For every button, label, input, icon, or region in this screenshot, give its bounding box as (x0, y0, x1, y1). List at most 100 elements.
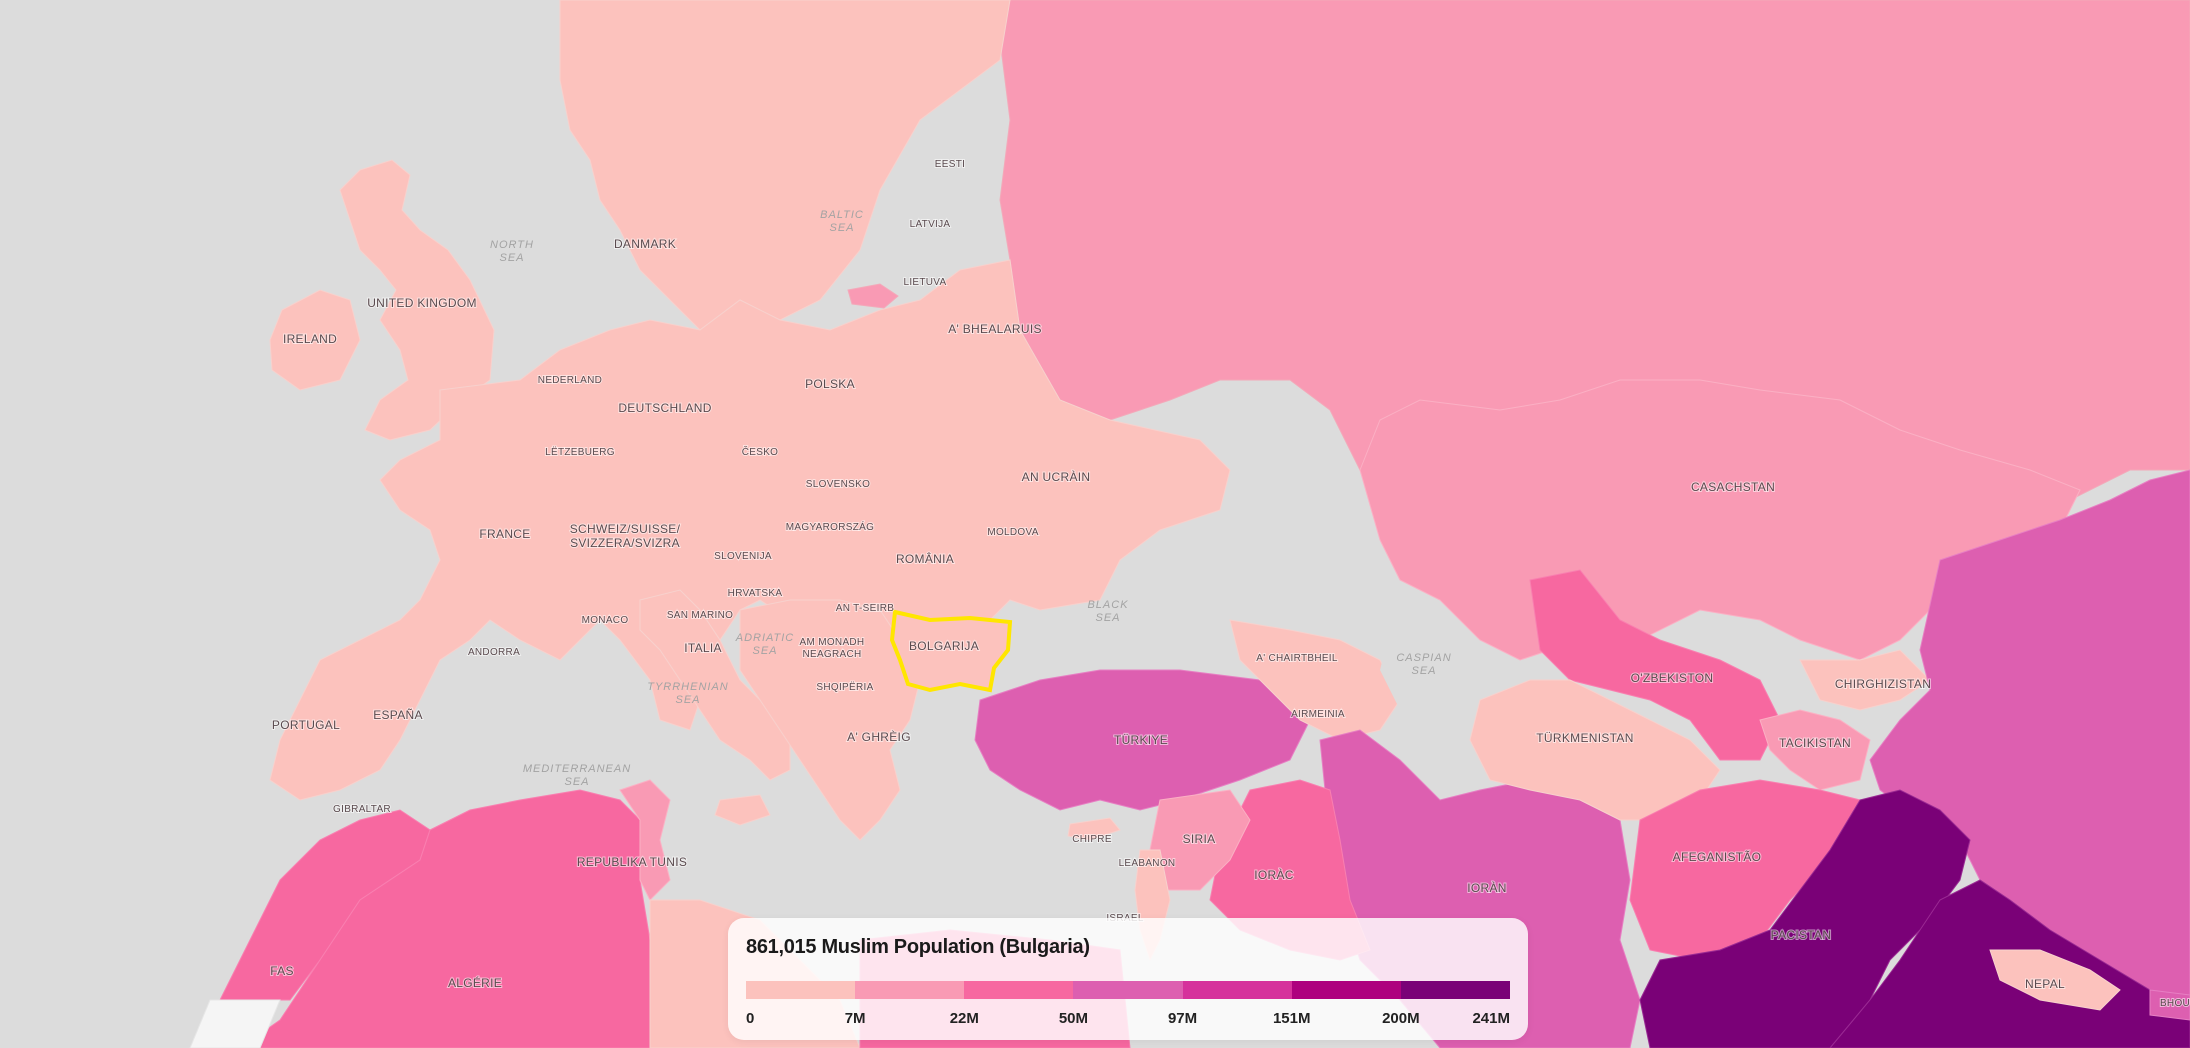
label-baltic-sea-1: BALTIC (820, 209, 864, 221)
label-magyarorszag: MAGYARORSZÁG (786, 520, 874, 533)
legend-bin-5 (1291, 981, 1401, 999)
label-bhutan: BHOU (2160, 998, 2190, 1009)
country-ireland[interactable] (269, 289, 361, 391)
label-bulgaria: BOLGARIJA (909, 639, 979, 653)
country-turkiye[interactable] (974, 669, 1311, 811)
label-romania: ROMÂNIA (896, 551, 954, 566)
label-kazakhstan: CASACHSTAN (1691, 480, 1775, 494)
label-letzebuerg: LËTZEBUERG (545, 446, 615, 458)
legend-tick-5: 151M (1272, 1010, 1311, 1027)
label-tyrrhenian-sea-1: TYRRHENIAN (647, 681, 729, 693)
label-syria: SIRIA (1183, 832, 1216, 846)
label-turkiye: TÜRKIYE (1114, 733, 1168, 747)
country-tunisia[interactable] (619, 779, 671, 901)
label-uzbekistan: O'ZBEKISTON (1631, 671, 1714, 685)
label-espana: ESPAÑA (373, 708, 423, 722)
label-adriatic-sea-2: SEA (752, 645, 777, 657)
label-slovensko: SLOVENSKO (806, 479, 870, 490)
label-shqiperia: SHQIPËRIA (816, 681, 873, 693)
label-montenegro-2: NEAGRACH (802, 649, 861, 660)
country-continental-europe[interactable] (269, 259, 1231, 801)
label-adriatic-sea-1: ADRIATIC (735, 632, 795, 644)
label-united-kingdom: UNITED KINGDOM (367, 296, 477, 310)
label-slovenija: SLOVENIJA (714, 551, 772, 562)
label-gibraltar: GIBRALTAR (333, 804, 391, 815)
label-italia: ITALIA (684, 641, 722, 655)
label-pakistan: PACISTAN (1771, 928, 1832, 942)
country-bulgaria[interactable] (889, 609, 1013, 693)
legend-tick-4: 97M (1167, 1010, 1198, 1027)
country-italy[interactable] (639, 589, 791, 781)
label-deutschland: DEUTSCHLAND (618, 401, 711, 415)
legend-bin-3 (1073, 981, 1183, 999)
country-nepal[interactable] (1989, 949, 2121, 1011)
label-mediterranean-sea-2: SEA (564, 776, 589, 788)
label-armenia: AIRMEINIA (1291, 709, 1345, 720)
country-sicily[interactable] (714, 794, 771, 826)
label-tunisia: REPUBLIKA TUNIS (577, 855, 687, 869)
label-portugal: PORTUGAL (272, 718, 340, 732)
legend-bin-6 (1400, 981, 1510, 999)
country-britain[interactable] (339, 159, 495, 441)
legend-tick-labels: 0 7M 22M 50M 97M 151M 200M 241M (746, 1010, 1510, 1030)
label-san-marino: SAN MARINO (667, 610, 733, 621)
label-georgia: A' CHAIRTBHEIL (1256, 653, 1338, 664)
country-cyprus[interactable] (1067, 817, 1121, 841)
label-belarus: A' BHEALARUIS (948, 322, 1042, 336)
country-labels: UNITED KINGDOM IRELAND DANMARK EESTI LAT… (269, 158, 2190, 1010)
legend-tick-3: 50M (1058, 1010, 1089, 1027)
label-morocco: FAS (270, 964, 294, 978)
label-ukraine: AN UCRÀIN (1022, 469, 1091, 484)
label-mediterranean-sea-1: MEDITERRANEAN (523, 763, 631, 775)
legend-bin-1 (855, 981, 965, 999)
country-caucasus[interactable] (1229, 619, 1401, 741)
label-danmark: DANMARK (614, 237, 676, 251)
country-pakistan[interactable] (1639, 789, 1971, 1048)
label-north-sea-1: NORTH (490, 239, 534, 251)
label-turkmenistan: TÜRKMENISTAN (1536, 731, 1633, 745)
label-montenegro: AM MONADH (800, 637, 865, 648)
country-uzbekistan[interactable] (1529, 569, 1781, 761)
label-black-sea-2: SEA (1095, 612, 1120, 624)
legend-bin-2 (964, 981, 1074, 999)
label-moldova: MOLDOVA (987, 527, 1038, 538)
label-latvija: LATVIJA (910, 219, 951, 230)
legend-tick-0: 0 (746, 1010, 755, 1027)
label-andorra: ANDORRA (468, 647, 520, 658)
label-cyprus: CHIPRE (1072, 834, 1112, 845)
label-serbia: AN T-SEIRB (836, 603, 894, 614)
legend-color-scale (746, 981, 1510, 999)
label-iran: IORÀN (1467, 880, 1507, 895)
label-ireland: IRELAND (283, 332, 337, 346)
country-balkans[interactable] (739, 599, 921, 841)
label-north-sea-2: SEA (499, 252, 524, 264)
sea-labels: NORTH SEA BALTIC SEA BLACK SEA ADRIATIC … (490, 209, 1451, 788)
label-lietuva: LIETUVA (903, 277, 946, 288)
country-bhutan[interactable] (2149, 989, 2190, 1021)
legend-tick-2: 22M (949, 1010, 979, 1027)
label-algeria: ALGÉRIE (448, 975, 502, 990)
label-tyrrhenian-sea-2: SEA (675, 694, 700, 706)
label-baltic-sea-2: SEA (829, 222, 854, 234)
label-tajikistan: TACIKISTAN (1779, 736, 1851, 750)
label-caspian-sea-2: SEA (1411, 665, 1436, 677)
country-western-sahara[interactable] (189, 999, 281, 1048)
label-eesti: EESTI (935, 159, 965, 170)
label-afghanistan: AFEGANISTÃO (1673, 850, 1762, 864)
legend-bin-0 (746, 981, 856, 999)
country-kaliningrad[interactable] (847, 283, 899, 309)
legend-tick-7: 241M (1472, 1010, 1510, 1027)
country-tajikistan[interactable] (1759, 709, 1871, 791)
legend-title: 861,015 Muslim Population (Bulgaria) (746, 936, 1090, 958)
legend-bin-4 (1182, 981, 1292, 999)
label-kyrgyzstan: CHIRGHIZISTAN (1835, 677, 1931, 691)
label-lebanon: LEABANON (1119, 858, 1176, 869)
label-caspian-sea-1: CASPIAN (1396, 652, 1451, 664)
legend-tick-6: 200M (1382, 1010, 1420, 1027)
country-kyrgyzstan[interactable] (1799, 649, 1931, 711)
caspian-sea (1380, 580, 1470, 810)
map-legend: 861,015 Muslim Population (Bulgaria) 0 7M… (728, 918, 1528, 1040)
label-hrvatska: HRVATSKA (728, 588, 783, 599)
label-nederland: NEDERLAND (538, 375, 602, 386)
